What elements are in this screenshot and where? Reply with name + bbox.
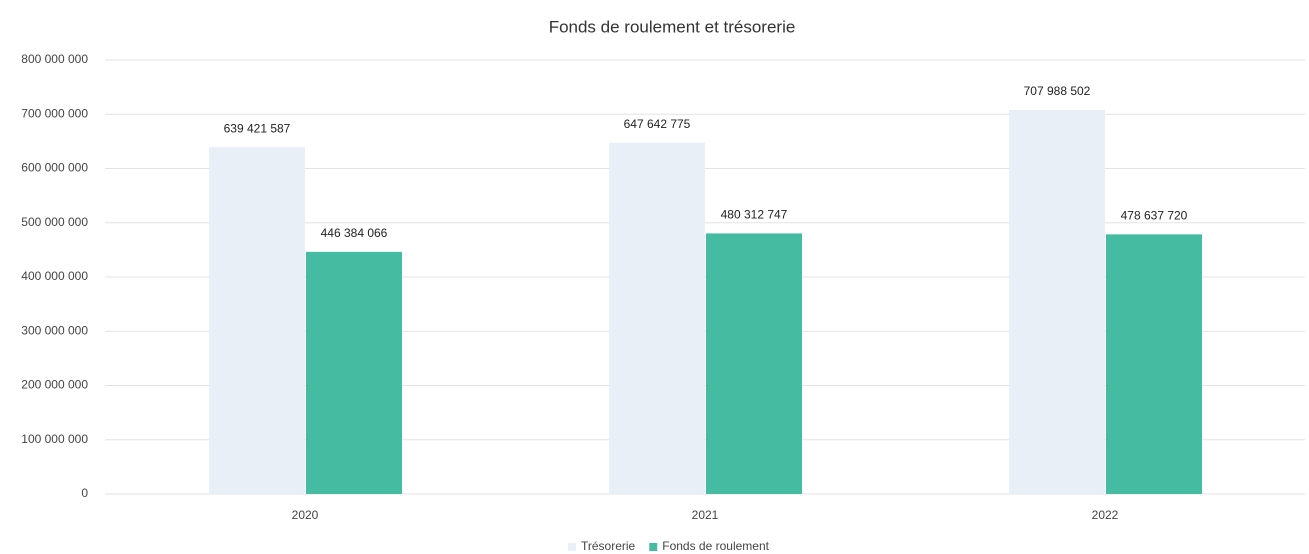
- y-tick-label: 600 000 000: [21, 161, 88, 175]
- y-tick-label: 500 000 000: [21, 215, 88, 229]
- x-tick-label: 2022: [1092, 508, 1119, 522]
- bar: [209, 147, 305, 495]
- bar: [1009, 109, 1105, 495]
- legend-label: Trésorerie: [581, 539, 636, 553]
- y-tick-label: 800 000 000: [21, 52, 88, 66]
- x-tick-label: 2020: [292, 508, 319, 522]
- x-tick-label: 2021: [692, 508, 719, 522]
- value-label: 446 384 066: [321, 226, 388, 240]
- legend-swatch: [568, 543, 576, 551]
- value-label: 647 642 775: [624, 117, 691, 131]
- y-tick-label: 100 000 000: [21, 432, 88, 446]
- y-tick-label: 700 000 000: [21, 106, 88, 120]
- legend-swatch: [649, 543, 658, 551]
- y-tick-label: 200 000 000: [21, 378, 88, 392]
- y-tick-label: 300 000 000: [21, 323, 88, 337]
- value-label: 480 312 747: [721, 208, 788, 222]
- value-label: 478 637 720: [1121, 209, 1188, 223]
- bar: [706, 233, 802, 494]
- legend-label: Fonds de roulement: [662, 539, 769, 553]
- chart-title: Fonds de roulement et trésorerie: [549, 17, 796, 36]
- value-label: 707 988 502: [1024, 84, 1091, 98]
- bar: [609, 142, 705, 494]
- y-tick-label: 0: [81, 486, 88, 500]
- bar: [306, 251, 402, 494]
- y-tick-label: 400 000 000: [21, 269, 88, 283]
- value-label: 639 421 587: [224, 121, 291, 135]
- bar: [1106, 234, 1202, 494]
